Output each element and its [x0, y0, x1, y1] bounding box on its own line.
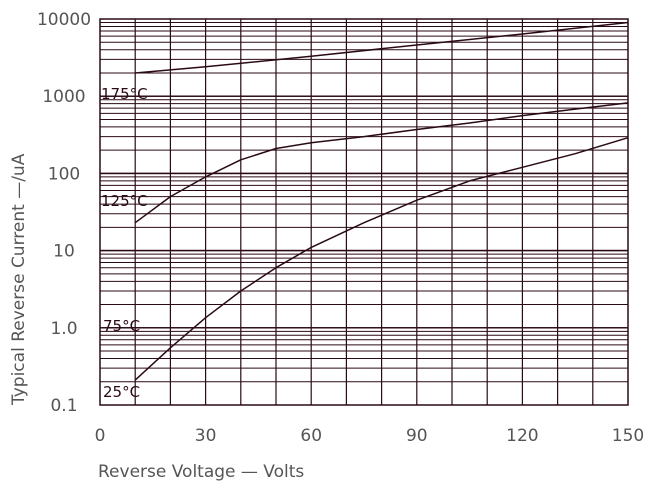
x-tick-labels: 0 30 60 90 120 150 [95, 426, 645, 446]
grid [100, 19, 628, 405]
series-label-1: 125°C [101, 192, 148, 210]
series-lines [134, 21, 629, 381]
y-axis-label: Typical Reverse Current —/uA [9, 153, 29, 406]
x-tick-label: 30 [195, 426, 217, 446]
y-tick-label: 1.0 [50, 319, 77, 339]
x-tick-label: 120 [506, 426, 538, 446]
y-tick-label: 10 [53, 242, 75, 262]
series-labels: 175°C 125°C 75°C 25°C [101, 85, 148, 401]
y-tick-labels: 0.1 1.0 10 100 1000 10000 [37, 10, 91, 416]
x-tick-label: 60 [300, 426, 322, 446]
x-axis-label: Reverse Voltage — Volts [98, 462, 304, 482]
y-tick-label: 0.1 [50, 396, 77, 416]
series-label-3: 25°C [103, 383, 140, 401]
x-tick-label: 0 [95, 426, 106, 446]
plot-frame [99, 18, 629, 406]
series-label-2: 75°C [103, 317, 140, 335]
y-tick-label: 1000 [42, 87, 85, 107]
series-label-0: 175°C [101, 85, 148, 103]
series-line-0 [135, 21, 629, 74]
y-tick-label: 10000 [37, 10, 91, 30]
series-line-1 [134, 102, 629, 224]
x-tick-label: 90 [406, 426, 428, 446]
x-tick-label: 150 [612, 426, 644, 446]
y-tick-label: 100 [48, 164, 80, 184]
series-line-3 [134, 136, 629, 381]
